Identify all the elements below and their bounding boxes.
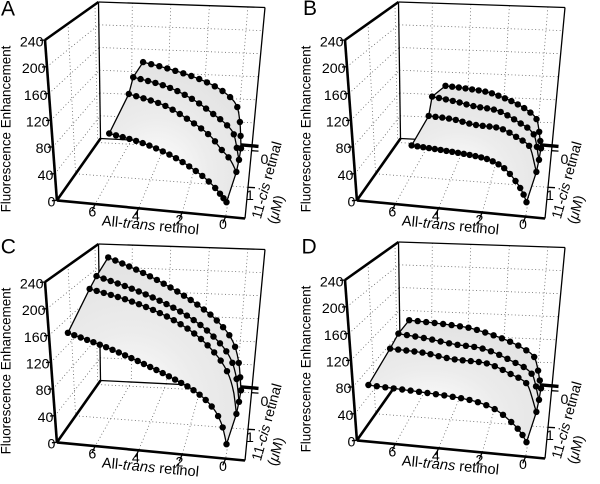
svg-text:200: 200	[322, 301, 346, 317]
svg-text:200: 200	[322, 61, 346, 77]
svg-text:4: 4	[432, 449, 440, 465]
svg-text:120: 120	[326, 355, 350, 371]
svg-text:0: 0	[561, 152, 569, 168]
svg-text:B: B	[303, 0, 317, 20]
svg-text:160: 160	[324, 88, 348, 104]
svg-text:40: 40	[38, 410, 54, 426]
svg-text:200: 200	[22, 61, 46, 77]
svg-text:D: D	[302, 236, 317, 259]
svg-text:2: 2	[475, 213, 483, 229]
svg-text:80: 80	[36, 383, 52, 399]
svg-text:4: 4	[432, 209, 440, 225]
svg-text:120: 120	[326, 115, 350, 131]
svg-text:160: 160	[24, 330, 48, 346]
svg-text:Fluorescence Enhancement: Fluorescence Enhancement	[0, 287, 14, 454]
svg-text:(μM): (μM)	[265, 194, 288, 226]
svg-text:0: 0	[261, 394, 269, 410]
svg-text:120: 120	[26, 357, 50, 373]
svg-text:40: 40	[338, 408, 354, 424]
svg-text:80: 80	[36, 141, 52, 157]
svg-text:6: 6	[388, 444, 396, 460]
svg-text:160: 160	[324, 328, 348, 344]
svg-text:0: 0	[519, 457, 527, 473]
svg-text:240: 240	[20, 34, 44, 50]
svg-text:240: 240	[320, 274, 344, 290]
svg-text:0: 0	[219, 217, 227, 233]
svg-text:0: 0	[48, 195, 56, 211]
svg-text:Fluorescence Enhancement: Fluorescence Enhancement	[299, 45, 314, 212]
svg-text:A: A	[1, 0, 15, 20]
svg-text:Fluorescence Enhancement: Fluorescence Enhancement	[299, 285, 314, 452]
svg-text:1: 1	[246, 430, 254, 446]
svg-text:240: 240	[320, 34, 344, 50]
svg-text:6: 6	[388, 204, 396, 220]
svg-text:1: 1	[246, 188, 254, 204]
svg-text:(μM): (μM)	[265, 436, 288, 468]
svg-text:0: 0	[48, 437, 56, 453]
svg-text:4: 4	[132, 209, 140, 225]
svg-text:200: 200	[22, 303, 46, 319]
svg-text:Fluorescence Enhancement: Fluorescence Enhancement	[0, 45, 14, 212]
svg-text:0: 0	[261, 152, 269, 168]
svg-text:2: 2	[175, 213, 183, 229]
svg-text:1: 1	[546, 188, 554, 204]
svg-text:(μM): (μM)	[565, 434, 588, 466]
svg-text:0: 0	[561, 392, 569, 408]
svg-text:C: C	[1, 236, 16, 259]
svg-text:1: 1	[546, 428, 554, 444]
svg-text:(μM): (μM)	[565, 194, 588, 226]
svg-text:240: 240	[20, 276, 44, 292]
svg-text:2: 2	[175, 455, 183, 471]
svg-text:2: 2	[475, 453, 483, 469]
svg-text:40: 40	[38, 168, 54, 184]
svg-text:80: 80	[336, 381, 352, 397]
svg-text:160: 160	[24, 88, 48, 104]
svg-text:0: 0	[219, 459, 227, 475]
svg-text:120: 120	[26, 115, 50, 131]
svg-text:4: 4	[132, 451, 140, 467]
svg-text:0: 0	[348, 435, 356, 451]
svg-text:0: 0	[519, 217, 527, 233]
svg-text:40: 40	[338, 168, 354, 184]
svg-text:0: 0	[348, 195, 356, 211]
svg-text:6: 6	[88, 204, 96, 220]
svg-text:80: 80	[336, 141, 352, 157]
svg-text:6: 6	[88, 446, 96, 462]
